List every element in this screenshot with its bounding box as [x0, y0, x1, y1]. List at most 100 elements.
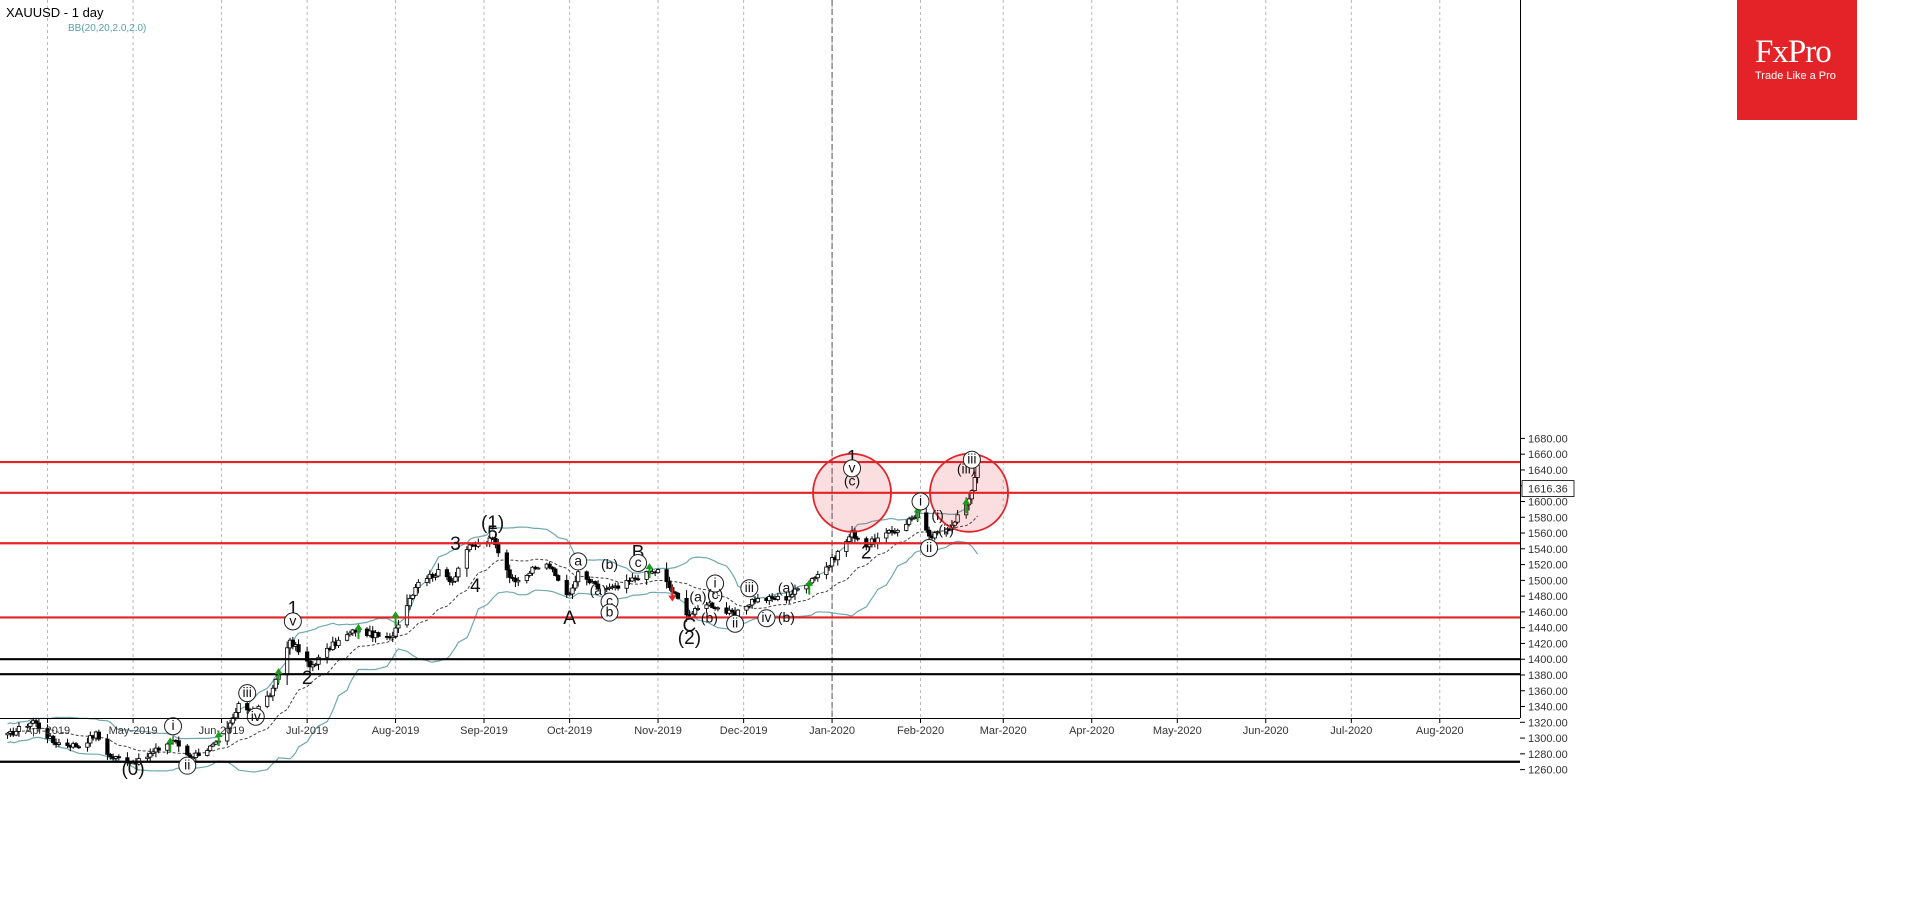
- candle-body: [924, 512, 929, 531]
- candle-body: [835, 551, 840, 561]
- wave-label-circle: [843, 459, 862, 478]
- candle-body: [787, 596, 792, 601]
- wave-label: A: [563, 608, 576, 629]
- grid: [47, 0, 1441, 718]
- candle-body: [336, 639, 341, 647]
- candle-body: [550, 566, 555, 570]
- candle-body: [884, 532, 889, 539]
- signal-arrow-up: [962, 498, 971, 514]
- wave-label-circle: [569, 552, 588, 571]
- candle-body: [604, 588, 609, 590]
- candle-body: [45, 728, 50, 739]
- wave-label: v: [849, 459, 856, 475]
- wave-label: C: [683, 615, 697, 636]
- bollinger-lower: [7, 540, 979, 773]
- candle-body: [310, 664, 315, 668]
- arrow-head: [354, 623, 363, 630]
- candle-body: [73, 743, 79, 748]
- candle-body: [245, 703, 250, 711]
- wave-label: (2): [678, 628, 701, 649]
- y-tick-label: 1300.00: [1528, 733, 1568, 745]
- candle-body: [344, 634, 350, 641]
- candle-body: [148, 753, 153, 758]
- wave-label: (0): [121, 759, 144, 780]
- candle-body: [404, 605, 410, 626]
- candle-body: [907, 518, 912, 525]
- chart-title: XAUUSD - 1 day: [6, 5, 104, 20]
- arrow-head: [166, 737, 175, 744]
- candle-body: [96, 731, 101, 740]
- signal-arrows: [166, 498, 971, 753]
- wave-label-circle: [178, 756, 197, 775]
- wave-label-circle: [920, 539, 939, 558]
- candle-body: [267, 695, 273, 698]
- candle-body: [165, 743, 170, 751]
- candle-body: [935, 531, 940, 534]
- candle-body: [16, 726, 22, 732]
- candle-body: [213, 741, 218, 745]
- candle-body: [433, 575, 438, 578]
- candle-body: [792, 588, 798, 595]
- candle-body: [116, 756, 121, 759]
- wave-label: (b): [601, 556, 618, 572]
- candle-body: [5, 732, 10, 736]
- wave-label: c: [606, 593, 613, 609]
- candle-body: [396, 624, 401, 629]
- logo-slogan: Trade Like a Pro: [1755, 70, 1836, 82]
- x-tick-label: Jul-2020: [1330, 725, 1372, 737]
- candle-body: [593, 581, 598, 585]
- signal-arrow-up: [166, 737, 175, 753]
- arrow-head: [391, 611, 400, 618]
- arrow-head: [645, 563, 654, 570]
- wave-label: (b): [778, 609, 795, 625]
- wave-label: iii: [967, 451, 976, 467]
- candle-body: [770, 596, 775, 599]
- candle-body: [667, 581, 672, 588]
- candle-body: [844, 541, 849, 552]
- candle-body: [324, 647, 330, 658]
- x-tick-label: Sep-2019: [460, 725, 508, 737]
- wave-label: v: [289, 612, 296, 628]
- candle-body: [829, 557, 835, 567]
- candle-body: [290, 639, 295, 647]
- candle-body: [693, 608, 698, 615]
- arrow-head: [962, 498, 971, 505]
- arrow-head: [214, 731, 223, 738]
- candle-body: [684, 598, 689, 616]
- y-tick-label: 1520.00: [1528, 560, 1568, 572]
- candle-body: [695, 608, 701, 610]
- candle-body: [790, 593, 795, 598]
- candle-body: [376, 632, 381, 637]
- candle-body: [453, 576, 458, 582]
- candle-body: [236, 703, 241, 713]
- wave-label: iv: [251, 708, 261, 724]
- highlight-circles: [812, 452, 1009, 533]
- signal-arrow-up: [391, 611, 400, 627]
- x-tick-label: Feb-2020: [897, 725, 944, 737]
- y-tick-label: 1360.00: [1528, 686, 1568, 698]
- candle-body: [655, 569, 661, 574]
- wave-label-circle: [962, 450, 981, 469]
- wave-label: 2: [302, 668, 313, 689]
- candle-body: [305, 651, 310, 662]
- candle-body: [196, 752, 201, 756]
- candle-body: [145, 756, 150, 759]
- candle-body: [564, 579, 569, 596]
- candle-body: [456, 567, 461, 578]
- candle-body: [176, 740, 181, 747]
- horizontal-levels: [0, 460, 1520, 763]
- candle-body: [513, 577, 518, 583]
- x-tick-label: Nov-2019: [634, 725, 682, 737]
- candle-body: [208, 745, 213, 751]
- arrow-head: [668, 595, 677, 602]
- wave-label: (c): [707, 586, 723, 602]
- candle-body: [464, 549, 469, 569]
- current-price-box: [1521, 480, 1575, 497]
- signal-arrow-up: [645, 563, 654, 579]
- candle-body: [51, 735, 56, 744]
- wave-label: ii: [732, 615, 738, 631]
- candle-body: [675, 592, 681, 599]
- candle-body: [744, 605, 749, 611]
- candle-body: [436, 569, 441, 577]
- candle-body: [969, 490, 974, 500]
